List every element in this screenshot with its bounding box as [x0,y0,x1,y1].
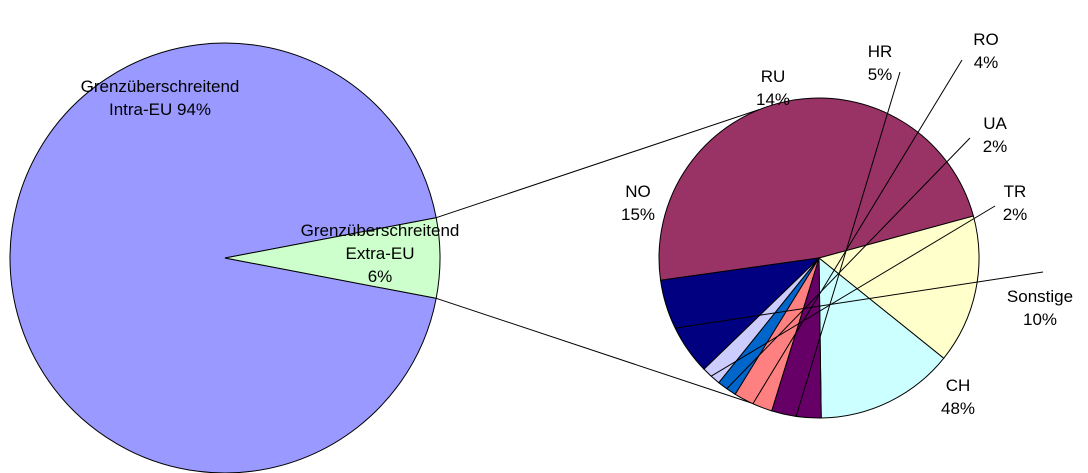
leader-line-hr [795,71,901,417]
leader-line-sonstige [675,271,1044,329]
label-tr: TR 2% [1003,182,1028,224]
slice-grenz-berschreitend-intra-eu [9,42,437,473]
label-ru: RU 14% [756,67,790,109]
label-grenz-berschreitend-extra-eu: Grenzüberschreitend Extra-EU 6% [301,221,460,286]
label-grenz-berschreitend-intra-eu: Grenzüberschreitend Intra-EU 94% [81,77,240,119]
slice-ru [818,256,945,419]
label-ro: RO 4% [973,30,999,72]
label-hr: HR 5% [868,42,893,84]
main-pie [9,42,441,473]
leader-line-tr [710,205,996,377]
slice-ch [658,97,975,281]
leader-line-ua [726,137,971,390]
pie-connectors [436,109,760,404]
slice-labels: Grenzüberschreitend Intra-EU 94% Grenzüber… [81,30,1073,418]
connector-line-top [436,109,760,219]
label-no: NO 15% [621,182,655,224]
detail-pie [658,97,980,419]
connector-line-bottom [436,297,752,404]
label-ua: UA 2% [983,114,1008,156]
label-ch: CH 48% [941,376,975,418]
slice-grenz-berschreitend-extra-eu [224,217,441,299]
label-sonstige: Sonstige 10% [1007,287,1073,329]
leader-line-ro [752,59,963,404]
slice-no [817,215,980,359]
